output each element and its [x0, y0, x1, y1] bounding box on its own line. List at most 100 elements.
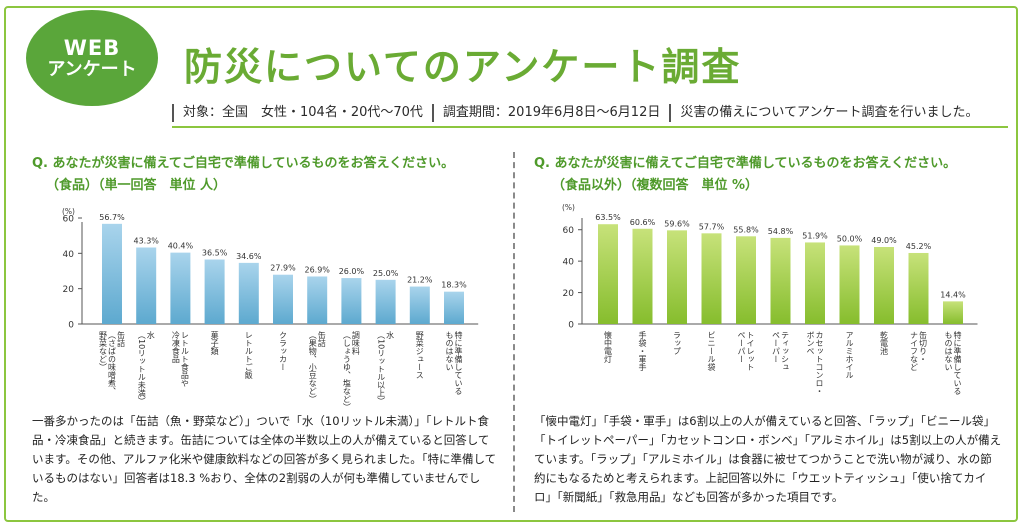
category-label-line: 缶詰	[317, 330, 326, 348]
left-summary-text: 一番多かったのは「缶詰（魚・野菜など）」ついで「水（10リットル未満）」「レトル…	[32, 414, 497, 504]
category-label: カセットコンロ・ボンベ	[806, 331, 824, 395]
category-label: 懐中電灯	[604, 330, 613, 364]
category-label: 缶切り・ナイフなど	[910, 330, 928, 371]
category-label-line: 乾電池	[880, 330, 889, 355]
bar	[667, 230, 687, 324]
category-label-line: 特に準備している	[454, 330, 463, 395]
bar	[736, 236, 756, 324]
value-label: 59.6%	[664, 219, 690, 228]
y-axis-unit: (%)	[562, 203, 575, 212]
category-label-line: ナイフなど	[910, 331, 919, 371]
bar	[598, 224, 618, 324]
category-label-line: （しょうゆ、塩など）	[342, 331, 351, 406]
category-label-line: 野菜ジュース	[415, 331, 424, 379]
value-label: 54.8%	[768, 227, 794, 236]
category-label-line: 水	[386, 330, 395, 339]
y-tick-label: 20	[63, 285, 75, 295]
bar	[770, 237, 791, 324]
y-tick-label: 20	[563, 289, 575, 299]
category-label: クラッカー	[279, 331, 288, 371]
bar	[632, 228, 653, 324]
category-label-line: （10リットル未満）	[137, 331, 146, 405]
column-divider	[513, 152, 515, 512]
bar	[444, 291, 464, 324]
category-label-line: ペーパー	[772, 331, 781, 363]
bar	[307, 276, 328, 324]
y-tick-label: 40	[63, 250, 75, 260]
category-label: 調味料（しょうゆ、塩など）	[342, 330, 360, 406]
value-label: 36.5%	[202, 249, 228, 258]
category-label-line: レトルトご飯	[244, 331, 253, 380]
category-label-line: ペーパー	[737, 331, 746, 363]
y-tick-label: 60	[63, 215, 75, 225]
value-label: 60.6%	[630, 218, 656, 227]
category-label-line: ティッシュ	[781, 331, 790, 371]
category-label-line: トイレット	[746, 331, 755, 371]
category-label-line: 缶詰	[117, 330, 126, 348]
category-label-line: ものはない	[445, 331, 454, 371]
value-label: 43.3%	[133, 237, 159, 246]
category-label-line: ボンベ	[806, 331, 815, 355]
survey-info-bar: 対象：全国 女性・104名・20代～70代 調査期間：2019年6月8日～6月1…	[172, 100, 1008, 128]
value-label: 57.7%	[699, 222, 725, 231]
category-label-line: 水	[146, 330, 155, 339]
value-label: 18.3%	[441, 281, 467, 290]
page-title: 防災についてのアンケート調査	[184, 45, 742, 89]
badge-line2: アンケート	[47, 58, 137, 80]
category-label-line: 手袋・軍手	[638, 330, 647, 372]
category-label-line: （10リットル以上）	[377, 331, 386, 405]
category-label-line: アルミホイル	[845, 331, 854, 379]
category-label: 特に準備しているものはない	[445, 330, 463, 395]
category-label: 乾電池	[880, 330, 889, 355]
category-label-line: 調味料	[351, 330, 360, 356]
category-label-line: 菓子類	[210, 330, 219, 356]
bar	[273, 274, 293, 324]
non-food-bar-chart: (%) 0 20 40 60 63.5% 懐中電灯 60.6% 手袋・軍手 59.6% ラップ 57.…	[562, 203, 978, 395]
bar	[701, 233, 722, 324]
value-label: 26.9%	[304, 265, 330, 274]
value-label: 63.5%	[595, 213, 621, 222]
bar	[204, 259, 225, 324]
category-label-line: 野菜など）	[99, 331, 108, 371]
category-label: レトルトご飯	[244, 331, 253, 380]
category-label-line: ものはない	[944, 331, 953, 371]
web-survey-badge: WEB アンケート	[26, 10, 158, 106]
category-label: 特に準備しているものはない	[944, 330, 962, 395]
category-label-line: 懐中電灯	[604, 330, 613, 364]
category-label-line: 特に準備している	[953, 330, 962, 395]
y-tick-label: 0	[568, 321, 574, 331]
bar	[874, 247, 894, 324]
category-label-line: レトルト食品や	[180, 331, 189, 387]
info-target: 対象：全国 女性・104名・20代～70代	[172, 104, 432, 122]
category-label: 野菜ジュース	[415, 331, 424, 379]
left-question: Q. あなたが災害に備えてご自宅で準備しているものをお答えください。	[32, 156, 455, 171]
category-label: 缶詰（さばの味噌煮、野菜など）	[99, 330, 126, 395]
category-label: ラップ	[673, 331, 682, 355]
value-label: 21.2%	[407, 276, 433, 285]
category-label: 水（10リットル以上）	[377, 330, 395, 405]
bar	[908, 252, 929, 324]
bar	[375, 279, 396, 324]
value-label: 14.4%	[940, 290, 966, 299]
value-label: 34.6%	[236, 252, 262, 261]
category-label: 缶詰（果物、小豆など）	[308, 330, 326, 403]
bar	[805, 242, 825, 324]
category-label-line: 冷凍食品	[171, 330, 180, 364]
left-subtitle: （食品）（単一回答 単位 人）	[46, 178, 227, 193]
value-label: 26.0%	[339, 267, 365, 276]
value-label: 50.0%	[837, 234, 863, 243]
y-tick-label: 60	[563, 226, 575, 236]
value-label: 56.7%	[99, 213, 125, 222]
right-subtitle: （食品以外）（複数回答 単位 %）	[552, 178, 759, 193]
bar	[102, 223, 122, 324]
y-axis-unit: (%)	[62, 207, 75, 216]
value-label: 51.9%	[802, 231, 828, 240]
category-label: アルミホイル	[845, 331, 854, 379]
y-tick-label: 0	[68, 321, 74, 331]
category-label-line: （果物、小豆など）	[308, 331, 317, 403]
category-label-line: クラッカー	[279, 331, 288, 371]
value-label: 25.0%	[373, 269, 399, 278]
category-label: 水（10リットル未満）	[137, 330, 155, 405]
